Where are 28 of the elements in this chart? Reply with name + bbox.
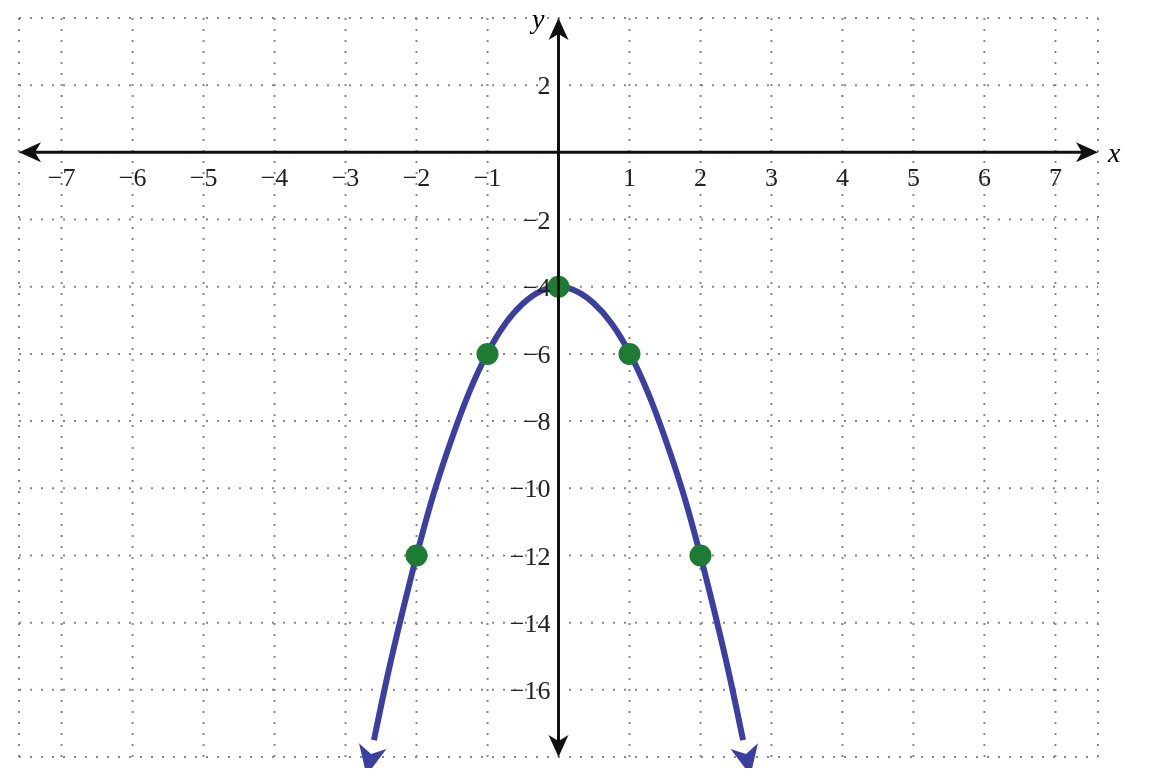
x-tick-label: 4	[835, 163, 849, 193]
x-tick-label: 1	[622, 163, 636, 193]
x-axis-title: x	[1107, 137, 1121, 169]
point	[405, 544, 428, 567]
y-tick-label: −8	[522, 407, 551, 437]
y-tick-label: −2	[522, 205, 551, 235]
y-tick-label: −6	[522, 340, 551, 370]
point	[689, 544, 712, 567]
x-tick-label: 6	[977, 163, 991, 193]
x-tick-label: 2	[693, 163, 707, 193]
point	[618, 342, 641, 365]
x-tick-label: 5	[906, 163, 920, 193]
x-tick-label: −7	[47, 163, 76, 193]
x-tick-label: −3	[331, 163, 360, 193]
y-tick-label: −10	[509, 474, 551, 504]
x-tick-label: −5	[189, 163, 218, 193]
x-tick-label: −2	[402, 163, 431, 193]
y-axis-title: y	[529, 3, 546, 34]
x-tick-label: −1	[473, 163, 502, 193]
x-tick-label: −6	[118, 163, 147, 193]
y-tick-label: −14	[509, 608, 551, 638]
x-tick-label: 7	[1048, 163, 1062, 193]
y-tick-label: 2	[537, 71, 551, 101]
y-tick-label: −16	[509, 675, 551, 705]
point	[476, 342, 499, 365]
x-tick-label: 3	[764, 163, 778, 193]
x-tick-label: −4	[260, 163, 289, 193]
y-tick-label: −12	[509, 541, 551, 571]
